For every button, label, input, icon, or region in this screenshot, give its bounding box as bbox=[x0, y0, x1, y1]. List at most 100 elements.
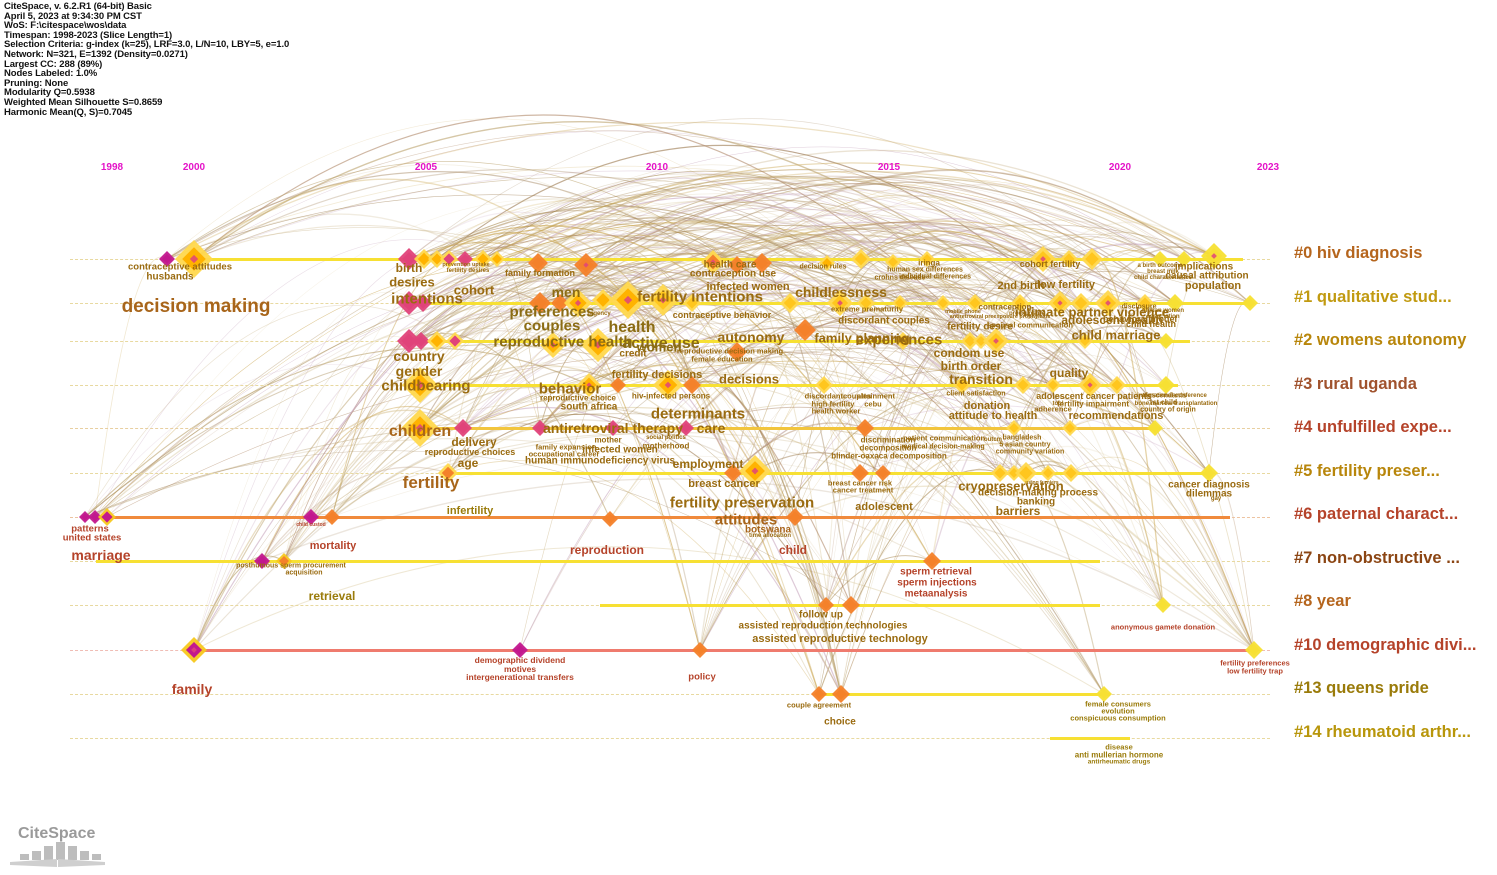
keyword-node[interactable] bbox=[727, 342, 747, 362]
keyword-node[interactable] bbox=[564, 289, 592, 317]
keyword-node[interactable] bbox=[875, 465, 891, 481]
cluster-legend-item-10[interactable]: #10 demographic divi... bbox=[1294, 635, 1477, 654]
keyword-node[interactable] bbox=[440, 250, 458, 268]
keyword-node[interactable] bbox=[605, 420, 621, 436]
keyword-node[interactable] bbox=[512, 642, 528, 658]
keyword-node[interactable] bbox=[935, 295, 951, 311]
keyword-node[interactable] bbox=[1014, 376, 1032, 394]
keyword-node[interactable] bbox=[1155, 597, 1171, 613]
keyword-node[interactable] bbox=[175, 240, 213, 278]
keyword-node[interactable] bbox=[397, 329, 421, 353]
keyword-node[interactable] bbox=[819, 255, 835, 271]
keyword-node[interactable] bbox=[540, 332, 566, 358]
keyword-node[interactable] bbox=[551, 294, 569, 312]
keyword-node[interactable] bbox=[98, 508, 116, 526]
keyword-node[interactable] bbox=[474, 250, 492, 268]
keyword-node[interactable] bbox=[528, 253, 548, 273]
keyword-node[interactable] bbox=[653, 370, 683, 400]
keyword-node[interactable] bbox=[1147, 420, 1163, 436]
keyword-node[interactable] bbox=[1062, 464, 1080, 482]
keyword-node[interactable] bbox=[856, 419, 874, 437]
keyword-node[interactable] bbox=[457, 251, 473, 267]
keyword-node[interactable] bbox=[1062, 420, 1078, 436]
keyword-node[interactable] bbox=[181, 637, 207, 663]
keyword-node[interactable] bbox=[811, 686, 827, 702]
keyword-node[interactable] bbox=[1136, 294, 1154, 312]
keyword-node[interactable] bbox=[752, 253, 772, 273]
keyword-node[interactable] bbox=[739, 455, 771, 487]
keyword-node[interactable] bbox=[1096, 686, 1112, 702]
keyword-node[interactable] bbox=[892, 295, 908, 311]
cluster-legend-item-5[interactable]: #5 fertility preser... bbox=[1294, 461, 1440, 480]
keyword-node[interactable] bbox=[602, 511, 618, 527]
keyword-node[interactable] bbox=[842, 596, 860, 614]
keyword-node[interactable] bbox=[1176, 251, 1192, 267]
cluster-legend-list[interactable]: #0 hiv diagnosis #1 qualitative stud... #2… bbox=[1294, 232, 1497, 754]
keyword-node[interactable] bbox=[647, 284, 679, 316]
keyword-node[interactable] bbox=[1006, 420, 1022, 436]
keyword-node[interactable] bbox=[412, 332, 430, 350]
keyword-node[interactable] bbox=[1201, 243, 1227, 269]
keyword-node[interactable] bbox=[953, 376, 971, 394]
keyword-node[interactable] bbox=[683, 294, 701, 312]
keyword-node[interactable] bbox=[303, 509, 319, 525]
keyword-node[interactable] bbox=[1108, 376, 1126, 394]
keyword-node[interactable] bbox=[919, 251, 935, 267]
keyword-node[interactable] bbox=[401, 409, 439, 447]
keyword-node[interactable] bbox=[276, 553, 292, 569]
keyword-node[interactable] bbox=[446, 332, 464, 350]
keyword-node[interactable] bbox=[1157, 376, 1175, 394]
keyword-node[interactable] bbox=[678, 420, 694, 436]
keyword-node[interactable] bbox=[815, 376, 833, 394]
timeline-visualization-canvas[interactable]: 1998 2000 2005 2010 2015 2020 2023 contracepti… bbox=[0, 0, 1290, 875]
cluster-legend-item-0[interactable]: #0 hiv diagnosis bbox=[1294, 244, 1423, 262]
keyword-node[interactable] bbox=[574, 253, 598, 277]
keyword-node[interactable] bbox=[1071, 293, 1091, 313]
keyword-node[interactable] bbox=[827, 290, 853, 316]
keyword-node[interactable] bbox=[1006, 465, 1022, 481]
keyword-node[interactable] bbox=[1077, 333, 1093, 349]
keyword-node[interactable] bbox=[701, 250, 725, 274]
keyword-node[interactable] bbox=[414, 294, 432, 312]
keyword-node[interactable] bbox=[1040, 465, 1056, 481]
keyword-node[interactable] bbox=[529, 292, 551, 314]
keyword-node[interactable] bbox=[1081, 248, 1103, 270]
keyword-node[interactable] bbox=[592, 289, 614, 311]
cluster-legend-item-6[interactable]: #6 paternal charact... bbox=[1294, 505, 1459, 523]
keyword-node[interactable] bbox=[724, 464, 742, 482]
keyword-node[interactable] bbox=[79, 511, 91, 523]
keyword-node[interactable] bbox=[818, 597, 834, 613]
keyword-node[interactable] bbox=[1095, 290, 1121, 316]
keyword-node[interactable] bbox=[786, 508, 804, 526]
keyword-node[interactable] bbox=[923, 552, 941, 570]
keyword-node-layer[interactable] bbox=[0, 0, 1290, 875]
keyword-node[interactable] bbox=[1245, 641, 1263, 659]
cluster-legend-item-1[interactable]: #1 qualitative stud... bbox=[1294, 287, 1452, 306]
keyword-node[interactable] bbox=[1045, 377, 1061, 393]
keyword-node[interactable] bbox=[428, 250, 446, 268]
keyword-node[interactable] bbox=[581, 328, 615, 362]
keyword-node[interactable] bbox=[397, 291, 421, 315]
keyword-node[interactable] bbox=[780, 293, 800, 313]
keyword-node[interactable] bbox=[414, 249, 434, 269]
keyword-node[interactable] bbox=[1166, 294, 1184, 312]
cluster-legend-item-3[interactable]: #3 rural uganda bbox=[1294, 374, 1417, 393]
keyword-node[interactable] bbox=[966, 294, 984, 312]
keyword-node[interactable] bbox=[1200, 464, 1218, 482]
keyword-node[interactable] bbox=[489, 251, 505, 267]
cluster-legend-item-4[interactable]: #4 unfulfilled expe... bbox=[1294, 418, 1452, 436]
keyword-node[interactable] bbox=[1158, 333, 1174, 349]
keyword-node[interactable] bbox=[983, 328, 1009, 354]
keyword-node[interactable] bbox=[577, 373, 601, 397]
keyword-node[interactable] bbox=[894, 332, 912, 350]
cluster-legend-item-2[interactable]: #2 womens autonomy bbox=[1294, 331, 1467, 349]
keyword-node[interactable] bbox=[610, 377, 626, 393]
keyword-node[interactable] bbox=[851, 249, 871, 269]
keyword-node[interactable] bbox=[794, 319, 816, 341]
keyword-node[interactable] bbox=[851, 464, 869, 482]
keyword-node[interactable] bbox=[427, 331, 447, 351]
cluster-legend-item-8[interactable]: #8 year bbox=[1294, 592, 1351, 610]
keyword-node[interactable] bbox=[832, 685, 850, 703]
keyword-node[interactable] bbox=[438, 463, 458, 483]
keyword-node[interactable] bbox=[1030, 246, 1056, 272]
